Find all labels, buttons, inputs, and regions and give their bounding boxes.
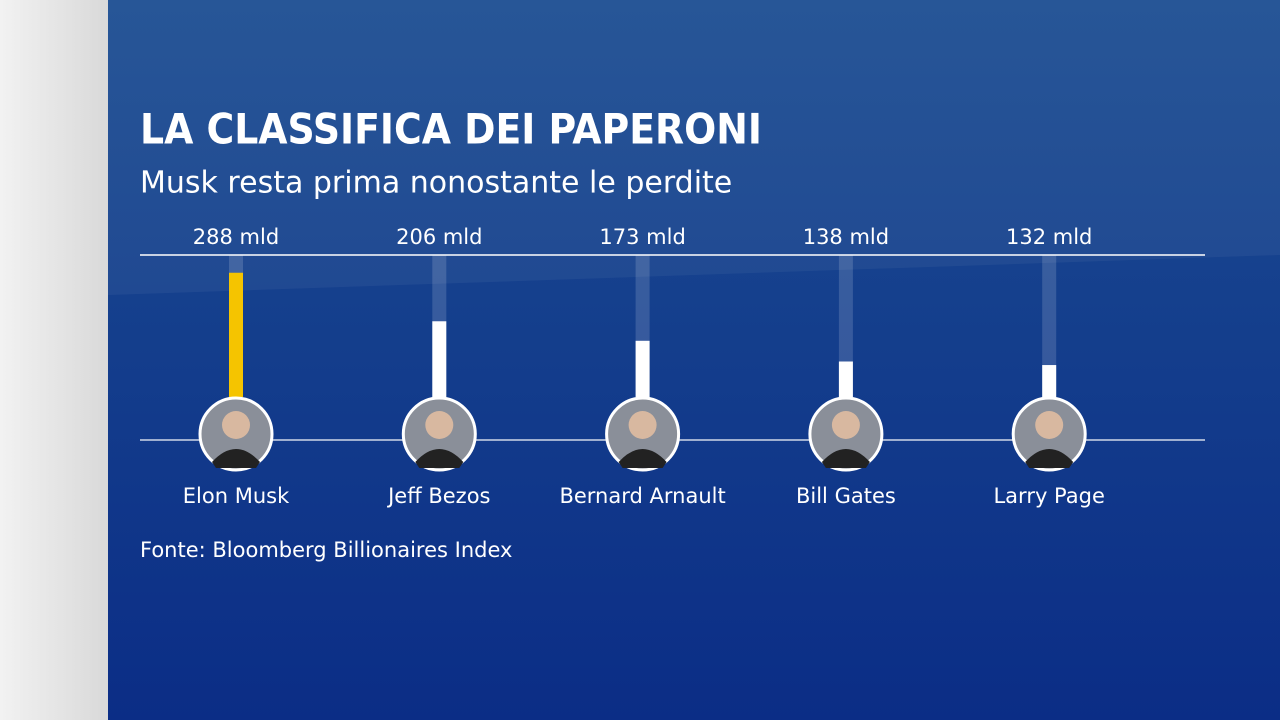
portrait-body	[212, 449, 260, 468]
portrait-head	[831, 411, 860, 439]
source: Fonte: Bloomberg Billionaires Index	[140, 538, 512, 562]
portrait-head	[222, 411, 250, 439]
sheen	[108, 0, 1280, 295]
bar	[1042, 365, 1057, 397]
portrait-head	[1035, 411, 1064, 439]
portrait-head	[628, 411, 657, 439]
value-label: 206 mld	[396, 225, 482, 249]
portrait-body	[618, 449, 667, 468]
portrait-head	[425, 411, 454, 439]
value-label: 132 mld	[1006, 225, 1092, 249]
bar	[838, 361, 853, 397]
side-panel	[0, 0, 108, 720]
bar-track	[1042, 255, 1057, 397]
bar	[229, 272, 243, 397]
chart-subtitle: Musk resta prima nonostante le perdite	[140, 166, 732, 201]
category-label: Bill Gates	[796, 484, 896, 508]
portrait-body	[1025, 449, 1074, 468]
category-label: Larry Page	[993, 484, 1104, 508]
value-label: 138 mld	[803, 225, 889, 249]
category-label: Jeff Bezos	[386, 484, 490, 508]
value-label: 173 mld	[599, 225, 685, 249]
bar	[635, 340, 650, 397]
category-label: Bernard Arnault	[559, 484, 725, 508]
portrait-body	[821, 449, 870, 468]
category-label: Elon Musk	[183, 484, 290, 508]
value-label: 288 mld	[193, 225, 279, 249]
portrait-body	[415, 449, 464, 468]
bar	[432, 321, 447, 397]
chart-title: LA CLASSIFICA DEI PAPERONI	[140, 105, 762, 154]
